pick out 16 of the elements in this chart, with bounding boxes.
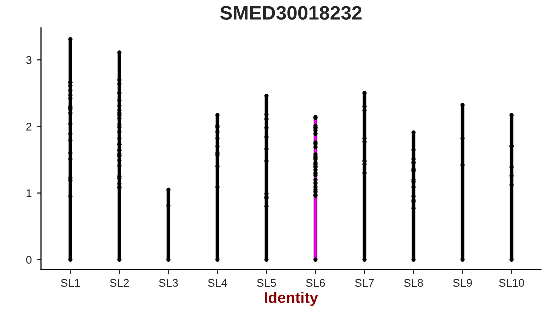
chart-title: SMED30018232 — [220, 6, 362, 20]
x-tick-label: SL2 — [110, 279, 129, 288]
x-tick-label: SL1 — [61, 279, 80, 288]
x-tick-label: SL5 — [257, 279, 276, 288]
y-tick-label: 0 — [26, 256, 32, 264]
x-tick-label: SL7 — [355, 279, 374, 288]
x-tick-label: SL6 — [306, 279, 326, 288]
x-axis-title: Identity — [265, 292, 318, 306]
y-tick-label: 3 — [26, 56, 32, 64]
x-tick-label: SL3 — [159, 279, 178, 288]
x-tick-label: SL4 — [208, 279, 228, 288]
y-tick-label: 2 — [26, 122, 32, 131]
y-tick-label: 1 — [26, 190, 32, 198]
x-tick-label: SL9 — [453, 279, 472, 288]
x-tick-label: SL10 — [499, 279, 524, 288]
x-tick-label: SL8 — [404, 279, 424, 288]
